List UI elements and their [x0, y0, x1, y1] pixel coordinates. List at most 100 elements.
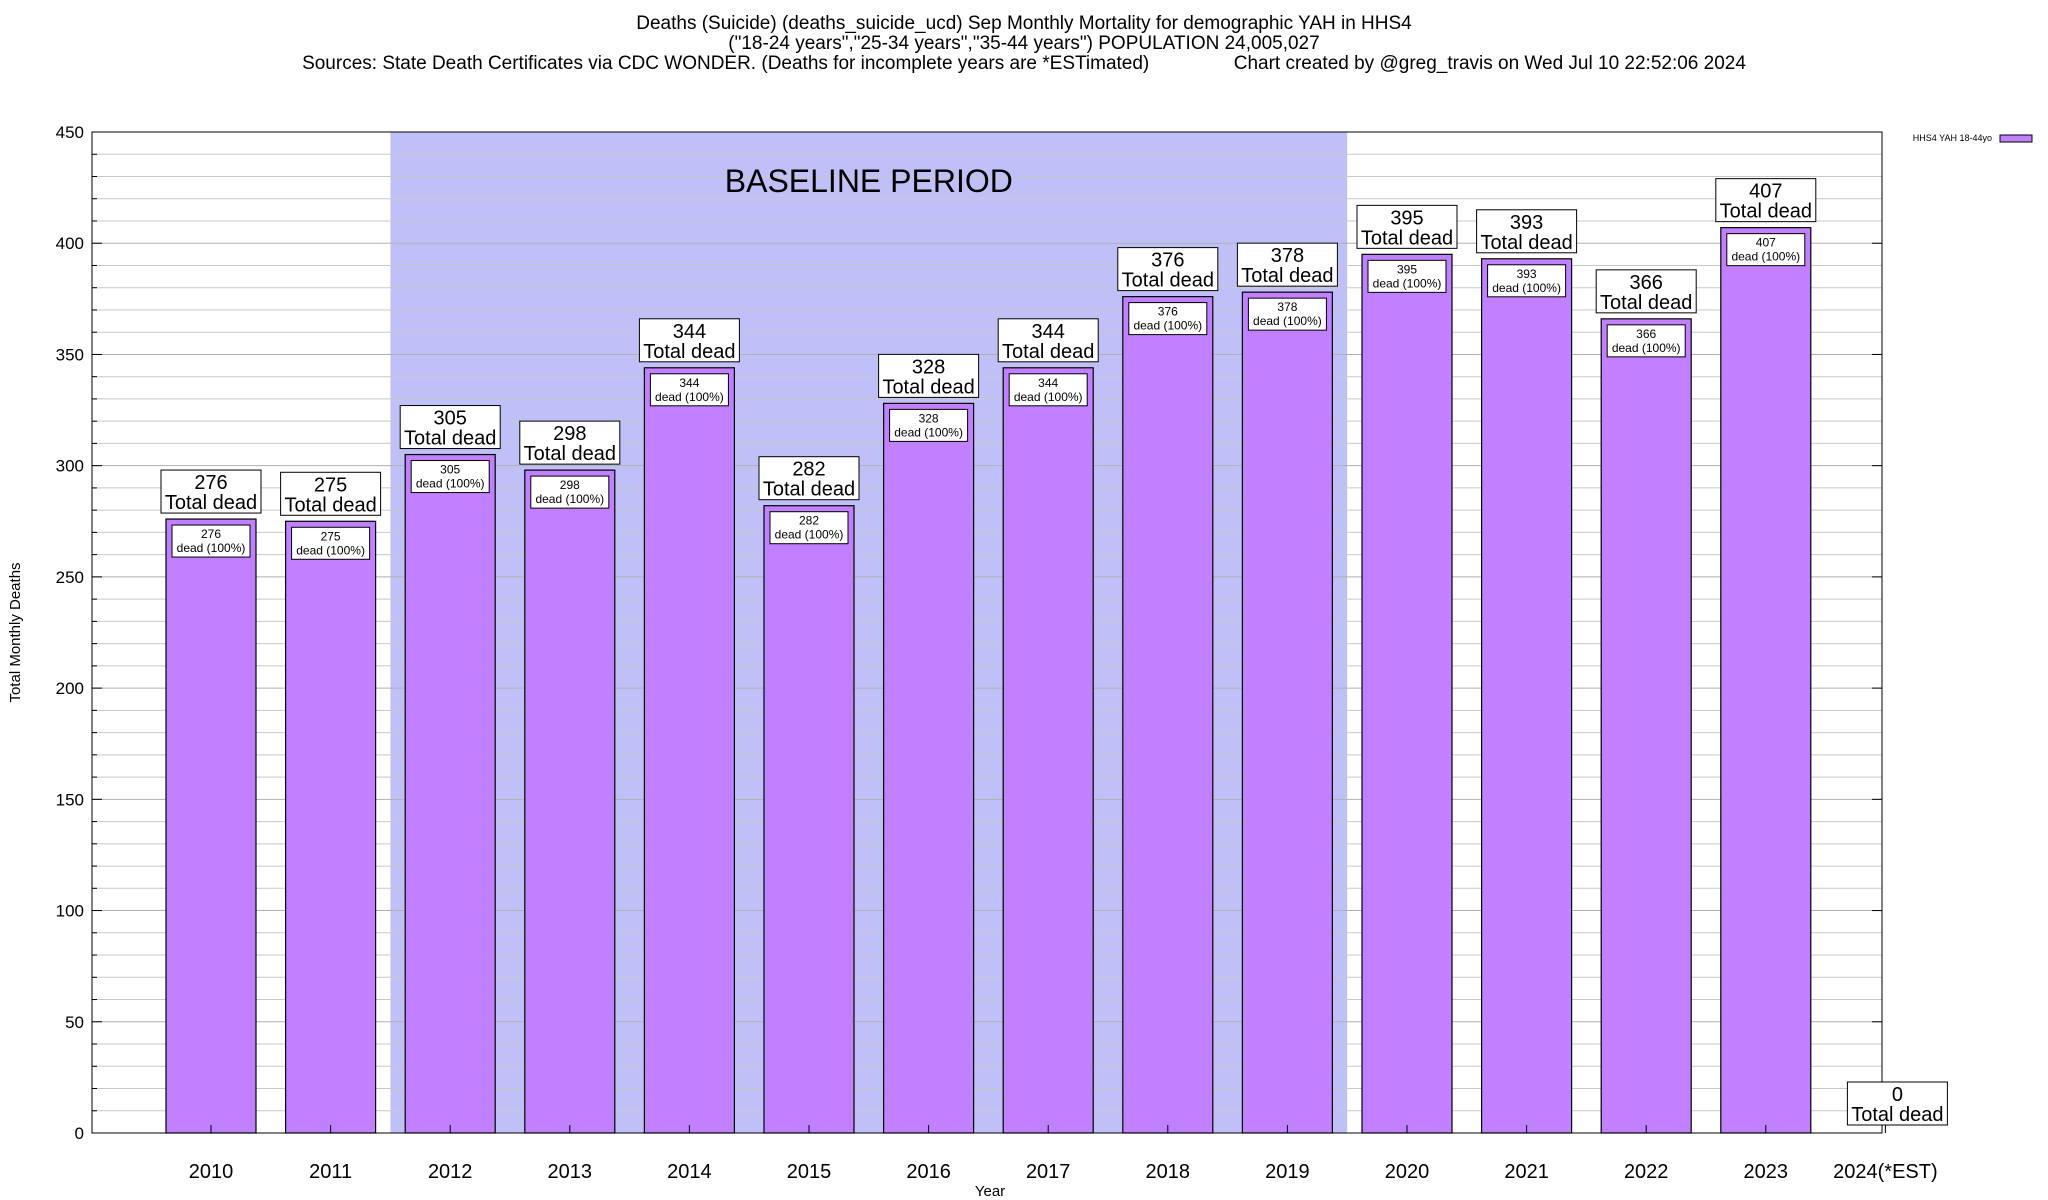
bar-2011 — [285, 520, 377, 1134]
bar-inner-label-box — [769, 511, 849, 545]
bar-inner-value: 366 — [1636, 327, 1656, 341]
x-tick-label: 2016 — [906, 1161, 951, 1183]
bar-inner-label-box — [1726, 233, 1806, 267]
y-tick-label: 300 — [56, 457, 84, 476]
bar-top-value: 275 — [314, 474, 347, 496]
bar-inner-label-box — [1487, 264, 1567, 298]
bar-2019 — [1241, 291, 1334, 1134]
bar-top-label-box — [638, 318, 740, 363]
bar-inner-suffix: dead (100%) — [1492, 281, 1561, 295]
x-tick-label: 2018 — [1146, 1161, 1191, 1183]
bar-top-value: 344 — [1032, 321, 1065, 343]
bar-top-value: 366 — [1630, 272, 1663, 294]
bar-top-value: 344 — [673, 321, 706, 343]
bar-top-suffix: Total dead — [524, 443, 616, 465]
x-tick-label: 2013 — [548, 1161, 593, 1183]
bar-inner-suffix: dead (100%) — [416, 477, 485, 491]
bar-2015 — [763, 505, 855, 1134]
bar-2023 — [1720, 227, 1812, 1134]
x-axis-label: Year — [975, 1183, 1005, 1200]
bar-2013 — [524, 469, 616, 1134]
x-tick-label: 2019 — [1265, 1161, 1310, 1183]
bar-top-suffix: Total dead — [1361, 227, 1453, 249]
legend-label: HHS4 YAH 18-44yo — [1913, 133, 1992, 143]
bar-inner-label-box — [530, 475, 610, 509]
bar-top-value: 276 — [194, 472, 227, 494]
bar-inner-suffix: dead (100%) — [1253, 314, 1322, 328]
baseline-period-label: BASELINE PERIOD — [725, 163, 1013, 199]
bar-inner-suffix: dead (100%) — [296, 543, 365, 557]
bar-top-suffix: Total dead — [882, 376, 974, 398]
bar-top-value: 393 — [1510, 212, 1543, 234]
bar-inner-suffix: dead (100%) — [1373, 276, 1442, 290]
bar-inner-value: 328 — [919, 411, 939, 425]
x-tick-label: 2011 — [309, 1161, 352, 1183]
bar-inner-label-box — [649, 373, 729, 407]
y-tick-label: 0 — [75, 1124, 84, 1143]
bar-top-suffix: Total dead — [1720, 201, 1812, 223]
y-tick-label: 450 — [56, 123, 84, 142]
x-tick-label: 2012 — [428, 1161, 473, 1183]
chart-title-line-2: ("18-24 years","25-34 years","35-44 year… — [728, 33, 1320, 54]
bars-layer — [165, 227, 1812, 1134]
bar-inner-suffix: dead (100%) — [775, 528, 844, 542]
bar-2020 — [1361, 253, 1453, 1134]
bar-inner-suffix: dead (100%) — [1731, 250, 1800, 264]
bar-inner-value: 393 — [1517, 267, 1537, 281]
bar-top-label-box — [519, 420, 621, 465]
plot-frame — [91, 131, 1883, 1134]
chart-title-line-3: Sources: State Death Certificates via CD… — [302, 53, 1746, 74]
bar-top-value: 407 — [1749, 181, 1782, 203]
bar-top-suffix: Total dead — [1480, 232, 1572, 254]
bar-2014 — [643, 367, 736, 1134]
bar-inner-suffix: dead (100%) — [535, 492, 604, 506]
bar-inner-value: 305 — [440, 463, 460, 477]
bar-inner-value: 275 — [321, 529, 341, 543]
bar-inner-value: 395 — [1397, 262, 1417, 276]
bar-top-label-box — [160, 469, 262, 514]
y-tick-label: 100 — [56, 902, 84, 921]
bar-top-suffix: Total dead — [1122, 270, 1214, 292]
bar-top-value: 0 — [1892, 1084, 1903, 1106]
bar-top-value: 298 — [553, 423, 586, 445]
bar-inner-suffix: dead (100%) — [1612, 341, 1681, 355]
y-axis-label: Total Monthly Deaths — [7, 562, 24, 702]
bar-inner-suffix: dead (100%) — [655, 390, 724, 404]
bar-top-value: 305 — [434, 408, 467, 430]
bar-top-label-box — [1595, 269, 1697, 314]
bar-top-suffix: Total dead — [643, 341, 735, 363]
bar-inner-label-box — [1008, 373, 1088, 407]
y-tick-label: 400 — [56, 234, 84, 253]
bar-inner-value: 276 — [201, 527, 221, 541]
x-tick-label: 2022 — [1624, 1161, 1669, 1183]
x-tick-label: 2017 — [1026, 1161, 1071, 1183]
chart-title-line-1: Deaths (Suicide) (deaths_suicide_ucd) Se… — [636, 13, 1412, 34]
legend-swatch — [1999, 134, 2033, 143]
bar-inner-value: 376 — [1158, 305, 1178, 319]
bar-inner-value: 298 — [560, 478, 580, 492]
bar-top-value: 376 — [1151, 250, 1184, 272]
bar-inner-suffix: dead (100%) — [1014, 390, 1083, 404]
bar-top-label-box — [280, 471, 382, 516]
bar-top-suffix: Total dead — [165, 492, 257, 514]
bar-inner-label-box — [1247, 297, 1327, 331]
bar-top-suffix: Total dead — [1600, 292, 1692, 314]
y-tick-label: 350 — [56, 345, 84, 364]
bar-top-value: 282 — [792, 459, 825, 481]
bar-inner-suffix: dead (100%) — [894, 425, 963, 439]
bar-top-label-box — [399, 405, 501, 450]
bar-inner-value: 282 — [799, 514, 819, 528]
bar-2021 — [1480, 258, 1573, 1134]
bar-top-label-box — [1236, 242, 1338, 287]
bar-top-label-box — [1356, 204, 1458, 249]
bar-top-value: 395 — [1390, 207, 1423, 229]
bar-top-suffix: Total dead — [1851, 1104, 1943, 1126]
axes-layer: 0 50 100 150 200 250 300 350 400 450 Total Monthly… — [7, 123, 1938, 1200]
bar-inner-label-box — [1606, 324, 1686, 358]
bar-2018 — [1122, 296, 1214, 1134]
plot-frame-layer — [91, 131, 1883, 1134]
bar-inner-suffix: dead (100%) — [177, 541, 246, 555]
x-tick-label: 2023 — [1744, 1161, 1789, 1183]
bar-top-label-box — [1846, 1081, 1948, 1126]
